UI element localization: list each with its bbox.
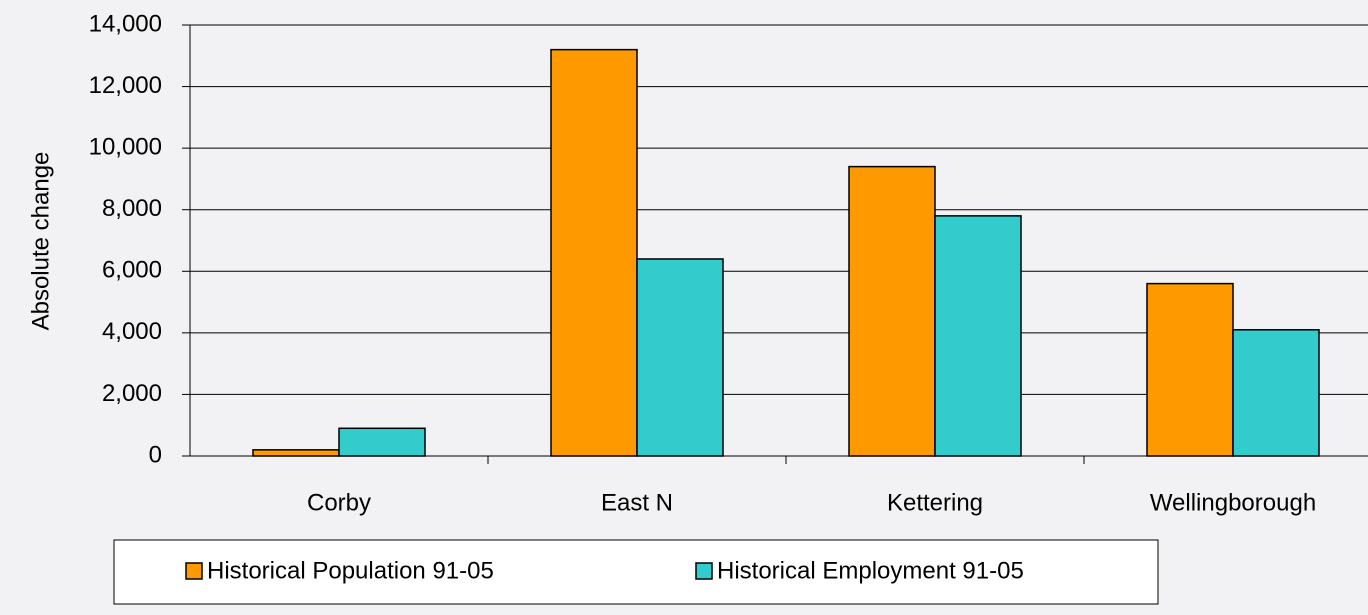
y-tick-label: 12,000 (89, 72, 162, 99)
gridlines (190, 24, 1368, 395)
y-tick-label: 0 (149, 441, 162, 468)
legend-label: Historical Employment 91-05 (717, 557, 1024, 584)
y-tick-label: 6,000 (102, 257, 162, 284)
y-tick-label: 14,000 (89, 10, 162, 37)
bar-employment-kettering (934, 215, 1022, 457)
y-tick-label: 4,000 (102, 318, 162, 345)
bar-population-wellingborough (1146, 282, 1234, 457)
bar-population-east-n (550, 48, 638, 457)
bars (252, 48, 1320, 457)
x-tick-label: Wellingborough (1150, 489, 1316, 516)
y-axis-title: Absolute change (27, 152, 54, 331)
tick-labels: 0 2,000 4,000 6,000 8,000 10,000 12,000 14,000 C… (89, 10, 1317, 516)
legend-swatch (695, 562, 713, 580)
x-tick-label: Corby (307, 489, 371, 516)
y-tick-label: 10,000 (89, 133, 162, 160)
y-tick-label: 8,000 (102, 195, 162, 222)
bar-employment-corby (338, 427, 426, 457)
legend-swatch (185, 562, 203, 580)
bar-population-kettering (848, 165, 936, 457)
bar-employment-wellingborough (1232, 329, 1320, 457)
axes (182, 24, 1368, 464)
legend-box (113, 539, 1159, 605)
legend-label: Historical Population 91-05 (207, 557, 494, 584)
x-tick-label: East N (601, 489, 673, 516)
legend: Historical Population 91-05 Historical Em… (113, 539, 1159, 605)
bar-employment-east-n (636, 258, 724, 457)
y-tick-label: 2,000 (102, 380, 162, 407)
bar-population-corby (252, 449, 340, 457)
x-tick-label: Kettering (887, 489, 983, 516)
